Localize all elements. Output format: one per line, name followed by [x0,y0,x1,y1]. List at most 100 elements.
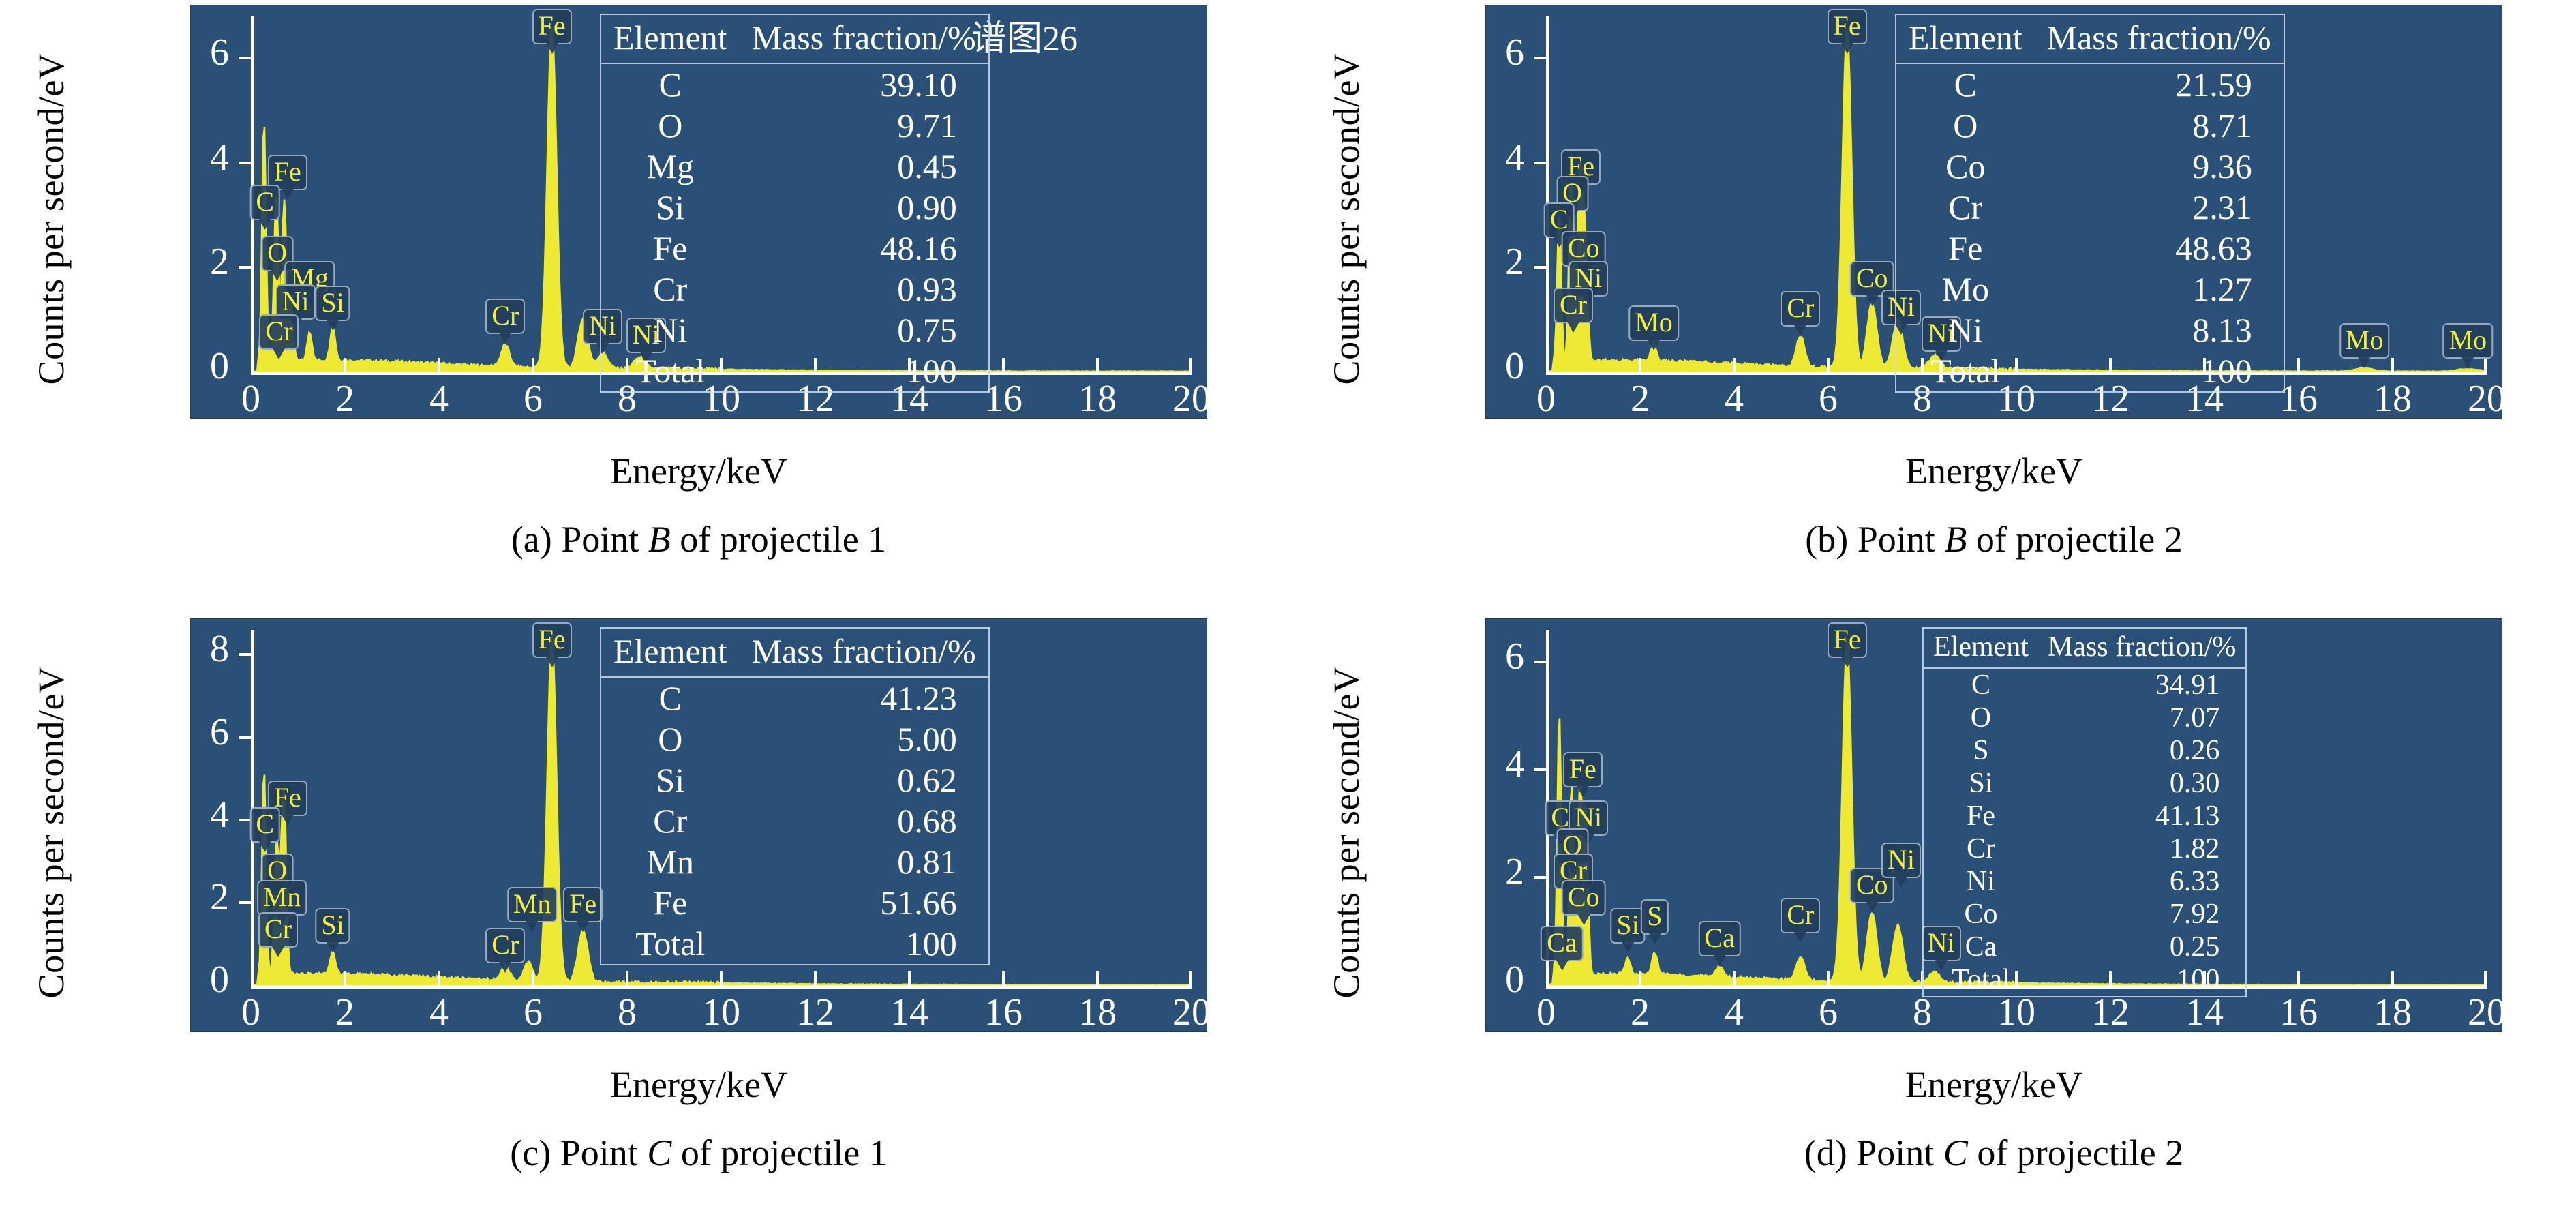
panel-d-xtick-label-0: 0 [1536,991,1556,1034]
panel-d-axes: 0 2 4 6 0 2 4 6 8 10 12 14 16 18 20 Fe Fe C Ni O Cr Co Ca Si S Ca… [1486,619,2506,1034]
panel-d-xtick-label-16: 16 [2279,991,2318,1034]
panel-a-xtick-label-14: 14 [890,378,928,420]
panel-a-x-axis [251,372,1192,375]
panel-a-xtick-20 [1189,358,1192,372]
panel-b-ytick-label-6: 6 [1505,31,1524,74]
panel-c-peak-label-si-6: Si [315,908,350,954]
panel-a-ytick-label-2: 2 [210,240,229,283]
table-cell-value: 0.62 [897,761,957,799]
table-cell-element: Ni [653,311,688,349]
table-cell-value: 6.33 [2169,866,2220,897]
table-row: Ni 0.75 [601,310,989,350]
panel-b-xtick-label-6: 6 [1819,378,1838,420]
panel-d-xtick-0 [1546,971,1549,985]
table-cell-value: 21.59 [2175,65,2252,104]
panel-b-xlabel: Energy/keV [1905,451,2082,492]
panel-d-ytick-6 [1534,661,1547,664]
table-cell-element: S [1973,735,1989,766]
panel-b-xtick-label-14: 14 [2185,378,2224,420]
panel-b-xtick-18 [2391,358,2394,372]
table-row: C 34.91 [1923,668,2246,702]
panel-c-ytick-6 [239,736,252,739]
table-cell-value: 8.71 [2192,106,2252,145]
panel-d-ytick-label-0: 0 [1505,959,1524,1001]
panel-c-peak-label-cr-7: Cr [485,928,526,974]
table-cell-element: Cr [1966,833,1995,864]
table-cell-value: 100 [2177,964,2220,995]
panel-c-xtick-label-0: 0 [241,991,260,1034]
table-row: Cr 0.68 [601,800,989,841]
panel-a-peak-label-cr-7: Cr [259,314,299,360]
panel-c-xtick-12 [814,971,817,985]
panel-d-ytick-2 [1534,876,1547,879]
panel-a-ytick-2 [239,265,252,269]
panel-d-xtick-2 [1639,971,1641,985]
panel-b-caption-prefix: (b) Point [1805,519,1945,560]
panel-d-xtick-label-6: 6 [1819,991,1838,1034]
panel-c-peak-label-fe-0: Fe [532,622,572,668]
panel-c-composition-table: Element Mass fraction/% C 41.23 O 5.00 Si 0.62 C… [600,627,990,965]
table-cell-value: 7.92 [2169,899,2220,930]
panel-c-xtick-label-16: 16 [984,991,1022,1034]
panel-d-xtick-14 [2203,971,2206,985]
table-cell-element: Cr [1948,188,1983,226]
panel-b-xtick-label-2: 2 [1631,378,1650,420]
table-row: Total 100 [601,350,989,392]
table-cell-element: Cr [653,270,688,308]
panel-b-xtick-10 [2015,358,2018,372]
table-cell-element: C [1954,65,1977,104]
panel-b-peak-label-cr-8: Cr [1781,291,1821,337]
panel-a-ytick-6 [239,57,252,60]
panel-c-xtick-label-4: 4 [429,991,449,1034]
panel-c-ytick-label-8: 8 [210,628,229,671]
panel-b-xtick-4 [1733,358,1736,372]
panel-a-xtick-label-18: 18 [1078,378,1117,420]
panel-c-xtick-6 [532,971,534,985]
panel-b-xtick-label-0: 0 [1536,378,1556,420]
table-cell-value: 0.90 [897,188,957,226]
panel-a-xtick-label-8: 8 [618,378,637,420]
panel-d-xtick-label-14: 14 [2185,991,2224,1034]
panel-a-plot-area: 0 2 4 6 0 2 4 6 8 10 12 14 16 18 20 Fe Fe C O Mg Ni Si Cr Cr Ni N… [191,5,1211,420]
panel-c-ylabel: Counts per second/eV [31,666,72,999]
panel-a-xtick-label-4: 4 [429,378,449,420]
panel-a-th-mass: Mass fraction/% [739,14,989,64]
table-cell-value: 0.75 [897,311,957,349]
panel-c-xtick-8 [626,971,628,985]
panel-c-ytick-4 [239,818,252,821]
panel-c-caption: (c) Point C of projectile 1 [191,1132,1207,1174]
panel-b-caption-suffix: of projectile 2 [1967,519,2183,560]
table-cell-value: 51.66 [880,884,957,922]
table-row: Cr 2.31 [1896,187,2284,228]
panel-d-peak-label-ca-7: Ca [1541,926,1584,971]
panel-b-xtick-label-4: 4 [1725,378,1744,420]
panel-b-peak-label-ni-10: Ni [1881,289,1921,335]
panel-d-peak-label-ni-3: Ni [1569,800,1609,845]
panel-d-caption-prefix: (d) Point [1804,1132,1943,1173]
panel-a-xtick-label-20: 20 [1172,378,1211,420]
table-cell-element: O [658,106,683,145]
table-cell-value: 100 [2200,352,2252,390]
panel-d-th-element: Element [1923,628,2038,669]
panel-a-xtick-label-16: 16 [984,378,1022,420]
panel-c-peak-label-c-2: C [249,807,281,852]
panel-c-xtick-label-18: 18 [1078,991,1117,1034]
panel-b-xtick-16 [2297,358,2300,372]
panel-b-ytick-label-2: 2 [1505,240,1524,283]
table-cell-value: 1.27 [2192,270,2252,308]
table-cell-element: C [1971,669,1990,701]
panel-a-xtick-label-12: 12 [796,378,834,420]
panel-a-xtick-label-6: 6 [524,378,543,420]
panel-c-xlabel: Energy/keV [610,1064,787,1105]
panel-c-xtick-label-2: 2 [335,991,354,1034]
panel-d-ytick-label-2: 2 [1505,851,1524,894]
table-cell-value: 0.68 [897,802,957,840]
table-row: Fe 48.16 [601,228,989,269]
table-cell-element: Si [656,188,685,226]
table-cell-element: Mo [1941,270,1990,308]
table-row: Mo 1.27 [1896,269,2284,310]
table-cell-value: 1.82 [2169,833,2220,864]
table-cell-element: C [658,679,682,717]
panel-a-xtick-6 [532,358,534,372]
panel-c-xtick-18 [1096,971,1099,985]
